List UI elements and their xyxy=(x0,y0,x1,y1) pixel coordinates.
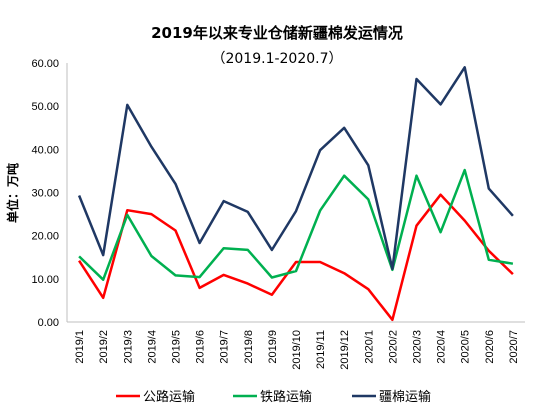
legend-label-3: 疆棉运输 xyxy=(379,389,431,405)
x-tick-label: 2020/2 xyxy=(387,330,399,364)
y-tick-label: 40.00 xyxy=(31,144,59,156)
x-tick-label: 2019/12 xyxy=(339,330,351,370)
x-tick-label: 2019/4 xyxy=(146,330,158,364)
x-tick-label: 2019/9 xyxy=(267,330,279,364)
y-tick-label: 20.00 xyxy=(31,231,59,243)
x-tick-label: 2019/11 xyxy=(315,330,327,369)
y-tick-label: 50.00 xyxy=(31,101,59,113)
legend-label-1: 公路运输 xyxy=(143,389,195,405)
x-tick-label: 2019/5 xyxy=(170,330,182,364)
y-tick-label: 0.00 xyxy=(38,317,59,329)
x-tick-label: 2020/5 xyxy=(460,330,472,364)
legend: 公路运输 铁路运输 疆棉运输 xyxy=(116,389,431,405)
legend-label-2: 铁路运输 xyxy=(260,389,312,405)
y-tick-labels: 0.00 10.00 20.00 30.00 40.00 50.00 60.00 xyxy=(31,58,59,329)
y-tick-label: 10.00 xyxy=(31,274,59,286)
x-tick-label: 2019/8 xyxy=(243,330,255,364)
y-tick-label: 60.00 xyxy=(31,58,59,70)
axes xyxy=(66,63,525,323)
series-line-3 xyxy=(77,66,514,271)
x-tick-label: 2020/1 xyxy=(363,330,375,364)
x-tick-label: 2020/7 xyxy=(508,330,520,364)
x-tick-label: 2020/6 xyxy=(484,330,496,364)
series-line-1 xyxy=(78,193,514,322)
y-axis-label: 单位：万吨 xyxy=(5,163,20,223)
x-tick-label: 2019/2 xyxy=(98,330,110,364)
y-tick-label: 30.00 xyxy=(31,188,59,200)
x-tick-label: 2019/3 xyxy=(122,330,134,364)
chart-subtitle: （2019.1-2020.7） xyxy=(211,51,342,67)
x-tick-label: 2019/7 xyxy=(219,330,231,364)
series-lines xyxy=(77,66,514,322)
x-tick-label: 2019/10 xyxy=(291,330,303,370)
x-tick-label: 2020/3 xyxy=(412,330,424,364)
x-tick-label: 2020/4 xyxy=(436,330,448,364)
x-tick-labels: 2019/1 2019/2 2019/3 2019/4 2019/5 2019/6 2019… xyxy=(74,330,520,370)
x-tick-label: 2019/6 xyxy=(195,330,207,364)
chart-title: 2019年以来专业仓储新疆棉发运情况 xyxy=(151,24,403,42)
series-line-2 xyxy=(78,168,514,281)
x-tick-label: 2019/1 xyxy=(74,330,86,364)
